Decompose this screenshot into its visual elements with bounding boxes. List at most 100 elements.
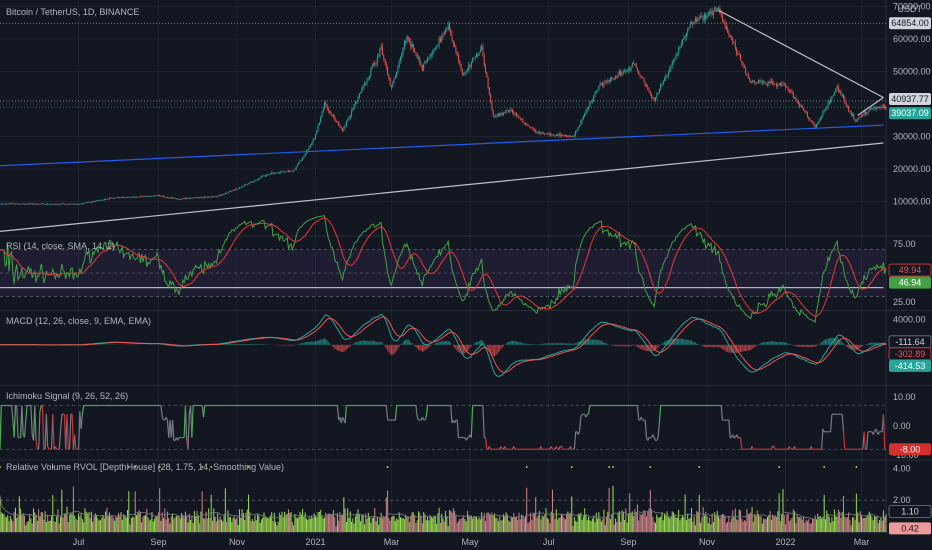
candle: [666, 75, 668, 77]
rvol-bar: [852, 517, 854, 532]
macd-histogram-bar: [840, 341, 842, 345]
macd-histogram-bar: [541, 343, 543, 345]
macd-histogram-bar: [304, 342, 306, 345]
ichimoku-signal-segment: [558, 446, 561, 450]
rvol-bar: [117, 512, 119, 532]
rvol-bar: [513, 512, 515, 532]
candle: [813, 122, 815, 125]
candle: [197, 197, 199, 199]
candle: [88, 201, 90, 203]
rvol-bar: [613, 524, 615, 532]
macd-histogram-bar: [849, 344, 851, 350]
candle: [603, 82, 605, 87]
rvol-bar: [280, 515, 282, 532]
rvol-pane[interactable]: [0, 466, 887, 532]
rvol-bar: [873, 516, 875, 532]
candle: [307, 149, 309, 151]
rvol-bar: [409, 522, 411, 532]
ichimoku-pane[interactable]: [0, 404, 886, 450]
candle: [22, 203, 24, 205]
rvol-bar: [554, 519, 556, 532]
candle: [40, 203, 42, 205]
candle: [608, 80, 610, 82]
macd-pane[interactable]: [0, 313, 887, 377]
macd-histogram-bar: [224, 344, 226, 345]
price-pane[interactable]: [0, 4, 887, 289]
candle: [361, 88, 363, 93]
rvol-bar: [285, 514, 287, 532]
rvol-bar: [764, 519, 766, 532]
rvol-bar: [882, 510, 884, 532]
candle: [465, 70, 467, 73]
candle: [150, 195, 152, 197]
macd-histogram-bar: [325, 339, 327, 345]
rvol-bar: [446, 517, 448, 532]
macd-histogram-bar: [701, 344, 703, 346]
candle: [548, 133, 550, 135]
macd-histogram-bar: [232, 343, 234, 345]
rvol-bar: [313, 513, 315, 532]
macd-histogram-bar: [495, 344, 497, 356]
rvol-bar: [87, 513, 89, 532]
candle: [595, 90, 597, 93]
candle: [535, 130, 537, 133]
rvol-bar: [145, 514, 147, 532]
candle: [555, 135, 557, 136]
rvol-bar: [640, 515, 642, 532]
ichimoku-signal-segment: [165, 416, 168, 421]
rsi-pane[interactable]: [0, 215, 887, 324]
rvol-bar: [210, 494, 212, 532]
rvol-bar: [625, 508, 627, 532]
macd-histogram-bar: [625, 344, 627, 347]
candle: [356, 101, 358, 103]
macd-histogram-bar: [785, 342, 787, 345]
candle: [853, 113, 855, 120]
rvol-bar: [151, 512, 153, 532]
macd-histogram-bar: [794, 344, 796, 346]
rvol-spike-dot: [210, 466, 213, 468]
macd-histogram-bar: [347, 344, 349, 349]
rvol-bar: [758, 514, 760, 532]
candle: [698, 17, 700, 19]
rvol-bar: [702, 507, 704, 532]
macd-line-tag: -414.53: [895, 361, 926, 371]
candle: [275, 172, 277, 174]
candle: [311, 143, 313, 146]
candle: [554, 135, 556, 137]
rvol-bar: [403, 519, 405, 532]
candle: [374, 63, 376, 65]
candle: [241, 186, 243, 188]
candle: [9, 203, 11, 205]
candle: [92, 201, 94, 203]
macd-histogram-bar: [469, 344, 471, 348]
ichimoku-signal-segment: [171, 420, 175, 441]
ichimoku-signal-segment: [482, 405, 485, 438]
candle: [764, 81, 766, 84]
rvol-bar: [774, 515, 776, 532]
ichimoku-signal-segment: [34, 405, 37, 441]
candle: [567, 135, 569, 137]
rvol-bar: [241, 509, 243, 532]
candle: [693, 21, 695, 24]
ichimoku-signal-segment: [344, 405, 348, 424]
rvol-bar: [226, 522, 228, 532]
macd-histogram-bar: [455, 344, 457, 350]
macd-histogram-bar: [629, 344, 631, 347]
macd-histogram-bar: [490, 344, 492, 354]
macd-histogram-bar: [465, 344, 467, 353]
macd-histogram-bar: [586, 339, 588, 345]
rvol-bar: [278, 512, 280, 532]
rvol-bar: [407, 516, 409, 532]
candle: [187, 198, 189, 200]
rvol-bar: [134, 491, 136, 532]
candle: [494, 116, 496, 118]
macd-histogram-bar: [254, 344, 256, 345]
rvol-bar: [381, 518, 383, 532]
rvol-bar: [430, 516, 432, 532]
candle: [338, 121, 340, 126]
macd-histogram-bar: [756, 344, 758, 346]
candle: [644, 81, 646, 86]
rvol-bar: [633, 516, 635, 532]
candle: [859, 116, 861, 118]
